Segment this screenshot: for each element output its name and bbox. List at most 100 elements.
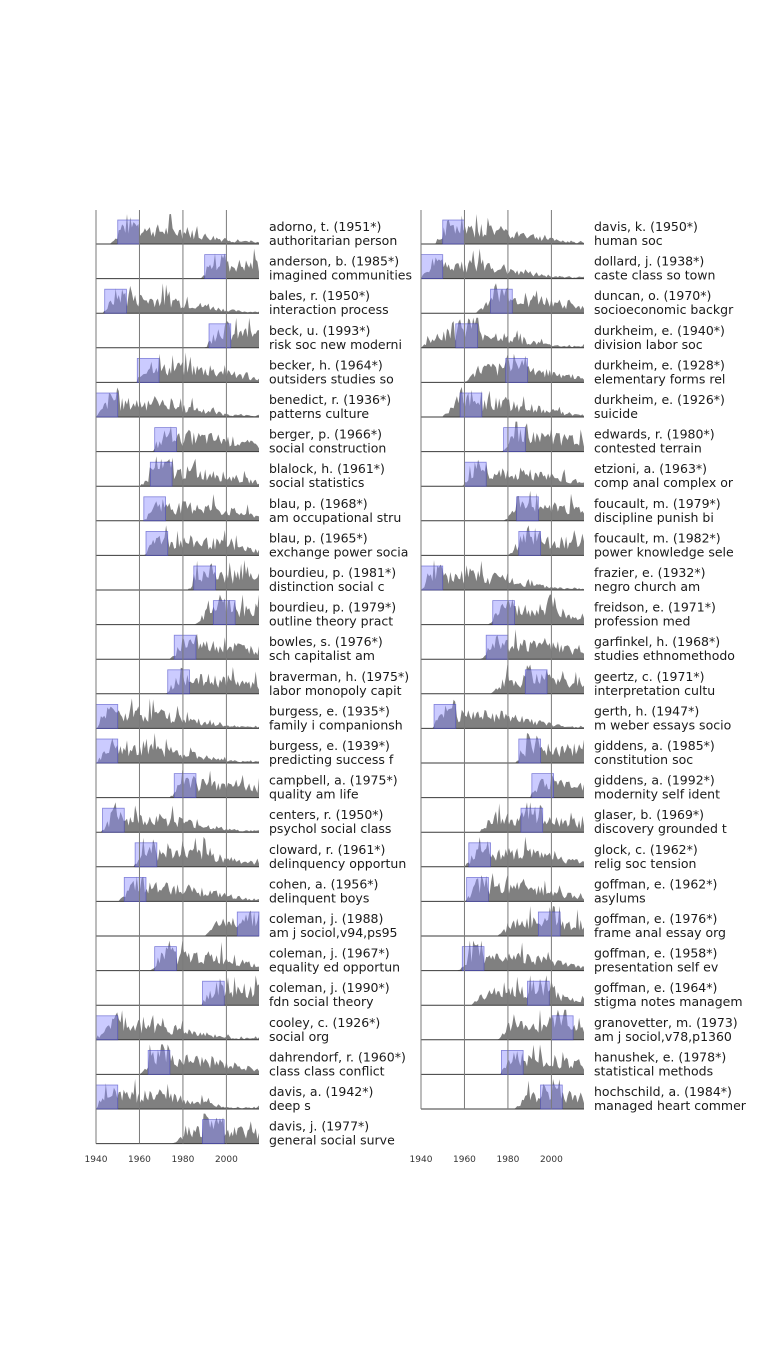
row-subtitle: patterns culture [269, 406, 369, 421]
row-subtitle: asylums [594, 890, 646, 905]
citation-area [421, 594, 584, 625]
row-title: goffman, e. (1962*) [594, 876, 717, 891]
row-2-15: gerth, h. (1947*)m weber essays socio [421, 699, 731, 732]
highlight-window [173, 773, 197, 798]
row-1-21: coleman, j. (1988)am j sociol,v94,ps95 [96, 910, 398, 940]
row-1-26: davis, a. (1942*)deep s [95, 1079, 373, 1113]
highlight-window [95, 738, 119, 764]
row-title: granovetter, m. (1973) [594, 1015, 738, 1030]
highlight-window [204, 254, 227, 280]
highlight-window [143, 496, 166, 522]
row-subtitle: human soc [594, 233, 663, 248]
row-subtitle: socioeconomic backgr [594, 302, 734, 317]
row-subtitle: imagined communities [269, 268, 412, 283]
row-title: cloward, r. (1961*) [269, 842, 385, 857]
citation-area [421, 699, 584, 729]
row-title: adorno, t. (1951*) [269, 219, 381, 234]
row-title: giddens, a. (1992*) [594, 773, 715, 788]
row-1-27: davis, j. (1977*)general social surve [96, 1113, 395, 1148]
row-subtitle: quality am life [269, 787, 359, 802]
highlight-window [442, 219, 465, 245]
citation-area [421, 664, 584, 694]
row-subtitle: authoritarian person [269, 233, 397, 248]
citation-area [96, 910, 259, 936]
row-2-11: frazier, e. (1932*)negro church am [420, 560, 705, 594]
row-2-12: freidson, e. (1971*)profession med [421, 594, 716, 629]
citation-area [421, 248, 584, 279]
row-1-17: campbell, a. (1975*)quality am life [96, 769, 398, 802]
citation-area [96, 1113, 259, 1144]
row-1-11: bourdieu, p. (1981*)distinction social c [96, 560, 396, 594]
row-2-17: giddens, a. (1992*)modernity self ident [421, 773, 720, 802]
highlight-window [531, 773, 554, 798]
row-title: durkheim, e. (1926*) [594, 392, 725, 407]
row-2-19: glock, c. (1962*)relig soc tension [421, 836, 698, 871]
row-1-5: becker, h. (1964*)outsiders studies so [96, 352, 394, 386]
citation-area [421, 317, 584, 348]
citation-area [96, 836, 259, 867]
row-2-20: goffman, e. (1962*)asylums [421, 873, 717, 905]
row-title: hochschild, a. (1984*) [594, 1084, 732, 1099]
citation-area [421, 525, 584, 556]
highlight-window [490, 288, 513, 314]
row-1-25: dahrendorf, r. (1960*)class class confli… [96, 1044, 406, 1078]
row-1-4: beck, u. (1993*)risk soc new moderni [96, 317, 402, 352]
row-1-14: braverman, h. (1975*)labor monopoly capi… [96, 667, 409, 698]
row-subtitle: negro church am [594, 579, 700, 594]
row-1-12: bourdieu, p. (1979*)outline theory pract [96, 594, 396, 629]
highlight-window [468, 842, 491, 868]
row-2-2: dollard, j. (1938*)caste class so town [420, 248, 715, 283]
row-subtitle: general social surve [269, 1133, 395, 1148]
row-title: davis, a. (1942*) [269, 1084, 373, 1099]
x-tick-label: 1960 [128, 1155, 151, 1165]
highlight-window [145, 531, 169, 556]
highlight-window [420, 565, 444, 591]
row-subtitle: discovery grounded t [594, 821, 727, 836]
citation-area [421, 421, 584, 452]
row-2-13: garfinkel, h. (1968*)studies ethnomethod… [421, 629, 735, 663]
highlight-window [117, 219, 140, 245]
row-title: blau, p. (1965*) [269, 530, 368, 545]
highlight-window [123, 877, 147, 902]
row-1-1: adorno, t. (1951*)authoritarian person [96, 214, 397, 248]
citation-area [96, 317, 259, 348]
row-title: garfinkel, h. (1968*) [594, 634, 720, 649]
row-title: bourdieu, p. (1979*) [269, 600, 396, 615]
citation-area [421, 836, 584, 867]
row-title: davis, k. (1950*) [594, 219, 698, 234]
citation-area [421, 975, 584, 1006]
row-1-15: burgess, e. (1935*)family i companionsh [95, 698, 403, 732]
citation-area [421, 214, 584, 244]
citation-area [96, 1044, 259, 1075]
row-1-9: blau, p. (1968*)am occupational stru [96, 494, 401, 525]
x-tick-label: 1980 [171, 1155, 194, 1165]
citation-area [96, 525, 259, 556]
row-title: coleman, j. (1990*) [269, 980, 390, 995]
row-title: glaser, b. (1969*) [594, 807, 704, 822]
row-subtitle: contested terrain [594, 441, 702, 456]
row-title: dahrendorf, r. (1960*) [269, 1049, 406, 1064]
citation-area [421, 490, 584, 521]
row-title: blalock, h. (1961*) [269, 461, 385, 476]
highlight-window [518, 531, 541, 556]
row-2-9: foucault, m. (1979*)discipline punish bi [421, 490, 721, 525]
row-2-5: durkheim, e. (1928*)elementary forms rel [421, 353, 725, 386]
row-subtitle: caste class so town [594, 268, 715, 283]
row-title: goffman, e. (1958*) [594, 946, 717, 961]
row-subtitle: managed heart commer [594, 1098, 747, 1113]
citation-area [96, 667, 259, 694]
highlight-window [208, 323, 232, 349]
highlight-window [505, 357, 528, 383]
row-subtitle: modernity self ident [594, 787, 720, 802]
highlight-window [461, 946, 485, 971]
citation-area [96, 214, 259, 244]
row-2-8: etzioni, a. (1963*)comp anal complex or [421, 459, 734, 490]
row-1-23: coleman, j. (1990*)fdn social theory [96, 975, 390, 1009]
citation-area [96, 594, 259, 625]
row-subtitle: risk soc new moderni [269, 337, 402, 352]
row-title: campbell, a. (1975*) [269, 773, 398, 788]
citation-area [96, 876, 259, 902]
citation-area [96, 1079, 259, 1109]
row-subtitle: predicting success f [269, 752, 394, 767]
row-title: beck, u. (1993*) [269, 323, 370, 338]
